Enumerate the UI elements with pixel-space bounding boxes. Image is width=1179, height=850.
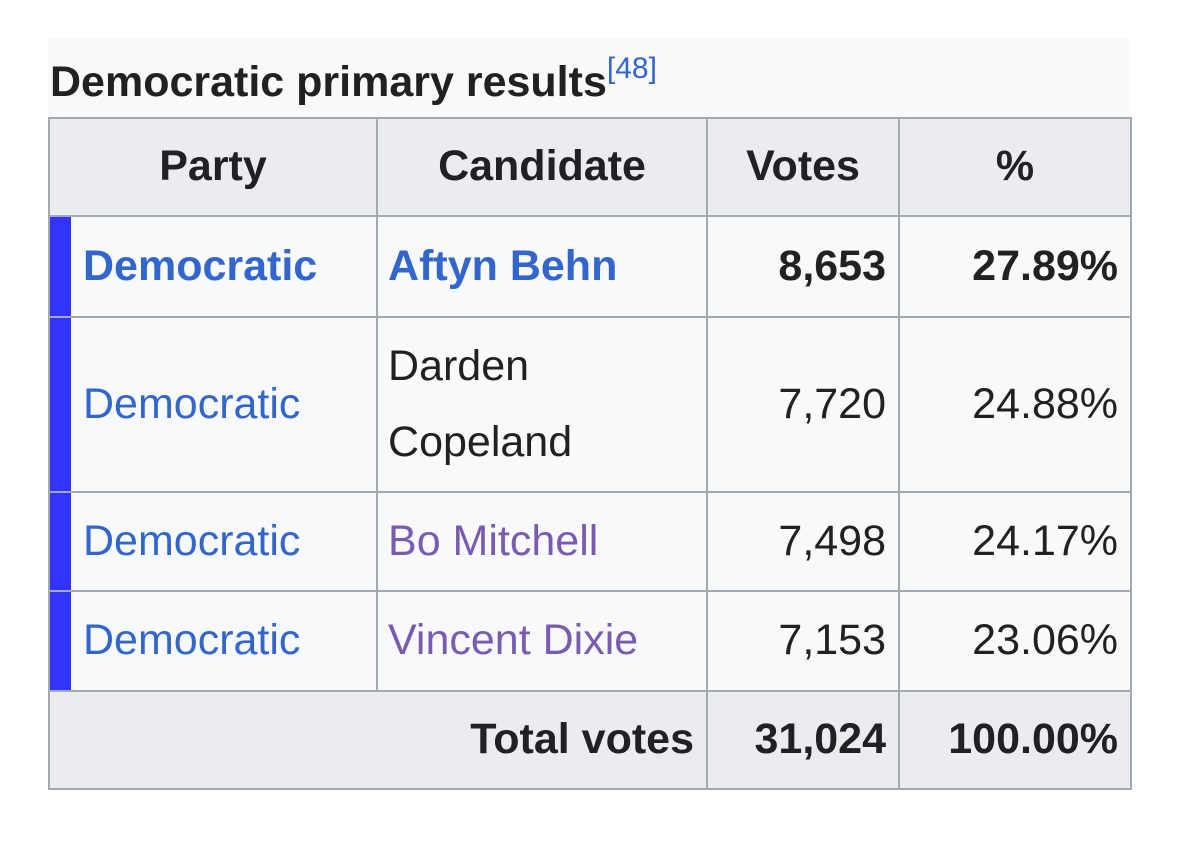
candidate-cell: Darden Copeland [376, 316, 709, 493]
percent-cell: 23.06% [898, 590, 1133, 692]
total-votes: 31,024 [706, 690, 901, 790]
votes-cell: 7,153 [706, 590, 901, 692]
caption-title: Democratic primary results [50, 58, 607, 106]
candidate-link[interactable]: Bo Mitchell [376, 491, 709, 592]
party-link[interactable]: Democratic [71, 215, 379, 318]
header-cell: Candidate [376, 117, 709, 217]
votes-cell: 7,498 [706, 491, 901, 592]
party-color [48, 215, 71, 318]
header-cell: Votes [706, 117, 901, 217]
party-color [48, 316, 71, 493]
candidate-link[interactable]: Aftyn Behn [376, 215, 709, 318]
result-row: Democratic Bo Mitchell 7,498 24.17% [48, 491, 1133, 592]
results-table: Party Candidate Votes % Democratic Aftyn… [47, 117, 1133, 790]
party-color [48, 590, 71, 692]
result-row: Democratic Aftyn Behn 8,653 27.89% [48, 215, 1133, 318]
total-percent: 100.00% [898, 690, 1133, 790]
votes-cell: 8,653 [706, 215, 901, 318]
percent-cell: 24.88% [898, 316, 1133, 493]
header-cell: Party [47, 117, 379, 217]
header-cell: % [898, 117, 1133, 217]
party-link[interactable]: Democratic [71, 316, 379, 493]
header-row: Party Candidate Votes % [47, 117, 1133, 217]
result-row: Democratic Darden Copeland 7,720 24.88% [48, 316, 1133, 493]
result-row: Democratic Vincent Dixie 7,153 23.06% [48, 590, 1133, 692]
party-link[interactable]: Democratic [71, 491, 379, 592]
percent-cell: 24.17% [898, 491, 1133, 592]
party-color [48, 491, 71, 592]
reference-link[interactable]: [48] [606, 52, 657, 85]
total-label: Total votes [47, 690, 709, 790]
party-link[interactable]: Democratic [71, 590, 379, 692]
percent-cell: 27.89% [898, 215, 1133, 318]
results-box: Democratic primary results[48] Party Can… [47, 38, 1133, 790]
candidate-link[interactable]: Vincent Dixie [376, 590, 709, 692]
total-row: Total votes 31,024 100.00% [47, 690, 1133, 790]
caption: Democratic primary results[48] [48, 38, 1130, 117]
votes-cell: 7,720 [706, 316, 901, 493]
